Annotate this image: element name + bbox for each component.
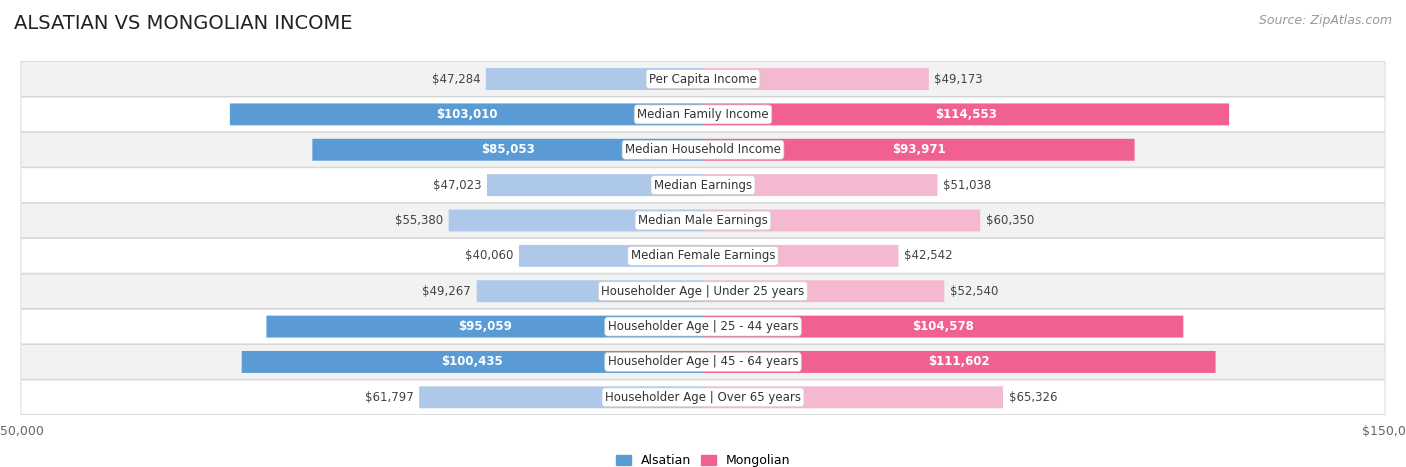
- Text: $95,059: $95,059: [458, 320, 512, 333]
- Text: $49,267: $49,267: [422, 285, 471, 298]
- Text: Householder Age | 25 - 44 years: Householder Age | 25 - 44 years: [607, 320, 799, 333]
- Text: $40,060: $40,060: [465, 249, 513, 262]
- Text: $93,971: $93,971: [891, 143, 946, 156]
- FancyBboxPatch shape: [21, 309, 1385, 344]
- Text: $52,540: $52,540: [950, 285, 998, 298]
- FancyBboxPatch shape: [486, 174, 703, 196]
- FancyBboxPatch shape: [703, 351, 1216, 373]
- FancyBboxPatch shape: [266, 316, 703, 338]
- FancyBboxPatch shape: [21, 380, 1385, 415]
- FancyBboxPatch shape: [21, 97, 1385, 132]
- FancyBboxPatch shape: [703, 316, 1184, 338]
- Text: Householder Age | Over 65 years: Householder Age | Over 65 years: [605, 391, 801, 404]
- Text: $114,553: $114,553: [935, 108, 997, 121]
- FancyBboxPatch shape: [312, 139, 703, 161]
- Text: $61,797: $61,797: [366, 391, 413, 404]
- Text: Per Capita Income: Per Capita Income: [650, 72, 756, 85]
- Legend: Alsatian, Mongolian: Alsatian, Mongolian: [610, 449, 796, 467]
- Text: $104,578: $104,578: [912, 320, 974, 333]
- Text: ALSATIAN VS MONGOLIAN INCOME: ALSATIAN VS MONGOLIAN INCOME: [14, 14, 353, 33]
- Text: $65,326: $65,326: [1008, 391, 1057, 404]
- FancyBboxPatch shape: [21, 133, 1385, 167]
- FancyBboxPatch shape: [703, 174, 938, 196]
- Text: $103,010: $103,010: [436, 108, 498, 121]
- Text: Median Earnings: Median Earnings: [654, 178, 752, 191]
- Text: $55,380: $55,380: [395, 214, 443, 227]
- Text: Householder Age | Under 25 years: Householder Age | Under 25 years: [602, 285, 804, 298]
- FancyBboxPatch shape: [21, 239, 1385, 273]
- FancyBboxPatch shape: [703, 210, 980, 232]
- FancyBboxPatch shape: [703, 245, 898, 267]
- FancyBboxPatch shape: [477, 280, 703, 302]
- FancyBboxPatch shape: [21, 203, 1385, 238]
- FancyBboxPatch shape: [703, 103, 1229, 125]
- Text: Median Male Earnings: Median Male Earnings: [638, 214, 768, 227]
- Text: Median Female Earnings: Median Female Earnings: [631, 249, 775, 262]
- Text: $51,038: $51,038: [943, 178, 991, 191]
- Text: $42,542: $42,542: [904, 249, 952, 262]
- Text: Source: ZipAtlas.com: Source: ZipAtlas.com: [1258, 14, 1392, 27]
- FancyBboxPatch shape: [21, 62, 1385, 96]
- FancyBboxPatch shape: [21, 274, 1385, 309]
- Text: $60,350: $60,350: [986, 214, 1033, 227]
- FancyBboxPatch shape: [703, 139, 1135, 161]
- Text: $111,602: $111,602: [928, 355, 990, 368]
- FancyBboxPatch shape: [486, 68, 703, 90]
- FancyBboxPatch shape: [21, 168, 1385, 203]
- FancyBboxPatch shape: [703, 386, 1002, 408]
- Text: Median Household Income: Median Household Income: [626, 143, 780, 156]
- FancyBboxPatch shape: [703, 280, 945, 302]
- FancyBboxPatch shape: [231, 103, 703, 125]
- Text: $49,173: $49,173: [935, 72, 983, 85]
- FancyBboxPatch shape: [703, 68, 929, 90]
- FancyBboxPatch shape: [242, 351, 703, 373]
- FancyBboxPatch shape: [519, 245, 703, 267]
- FancyBboxPatch shape: [449, 210, 703, 232]
- FancyBboxPatch shape: [21, 345, 1385, 379]
- Text: $47,023: $47,023: [433, 178, 481, 191]
- Text: $100,435: $100,435: [441, 355, 503, 368]
- Text: $47,284: $47,284: [432, 72, 481, 85]
- Text: Householder Age | 45 - 64 years: Householder Age | 45 - 64 years: [607, 355, 799, 368]
- Text: $85,053: $85,053: [481, 143, 534, 156]
- FancyBboxPatch shape: [419, 386, 703, 408]
- Text: Median Family Income: Median Family Income: [637, 108, 769, 121]
